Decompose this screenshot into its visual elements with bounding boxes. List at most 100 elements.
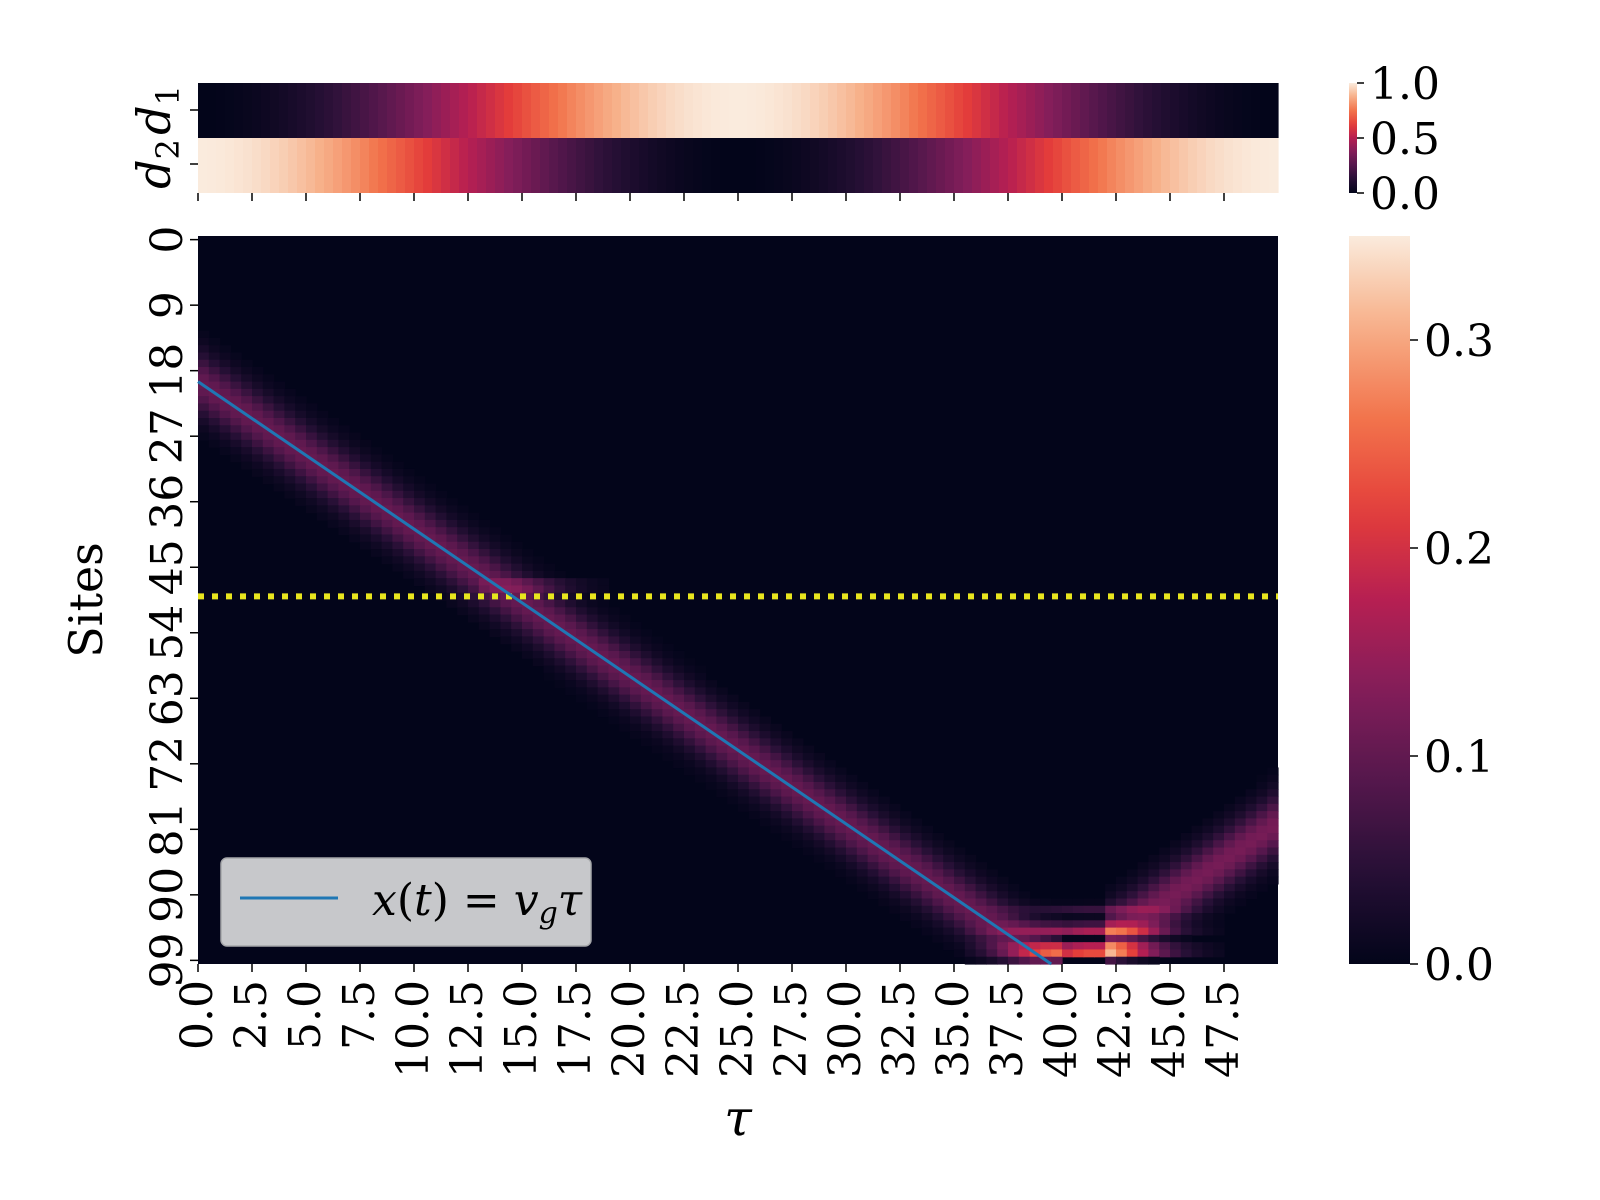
heatmap-cell (705, 687, 717, 696)
heatmap-cell (900, 854, 912, 863)
cell-d2 (423, 138, 433, 193)
heatmap-cell (824, 803, 836, 812)
heatmap-cell (273, 381, 285, 390)
cell-d1 (504, 83, 514, 138)
heatmap-cell (619, 723, 631, 732)
heatmap-cell (932, 891, 944, 900)
heatmap-cell (1148, 956, 1160, 965)
x-tick-label: 15.0 (496, 980, 547, 1078)
cell-d1 (387, 83, 397, 138)
heatmap-cell (295, 396, 307, 405)
heatmap-cell (1180, 883, 1193, 892)
heatmap-cell (370, 512, 383, 521)
heatmap-cell (813, 752, 825, 761)
heatmap-cell (738, 796, 750, 805)
cell-d2 (1071, 138, 1081, 193)
x-tick-label: 22.5 (658, 980, 709, 1078)
heatmap-cell (1256, 782, 1268, 790)
heatmap-cell (554, 672, 566, 681)
heatmap-cell (1148, 854, 1160, 863)
heatmap-cell (1148, 876, 1160, 885)
heatmap-cell (500, 585, 512, 594)
heatmap-cell (392, 549, 404, 557)
cell-d2 (1197, 138, 1207, 193)
heatmap-cell (975, 862, 987, 870)
heatmap-cell (349, 476, 361, 485)
heatmap-cell (889, 898, 901, 907)
heatmap-cell (705, 774, 717, 783)
x-tick-label: 37.5 (982, 980, 1033, 1078)
heatmap-cell (414, 498, 426, 506)
heatmap-cell (489, 578, 501, 587)
heatmap-cell (640, 643, 653, 652)
heatmap-cell (900, 869, 912, 878)
heatmap-cell (1137, 913, 1149, 921)
heatmap-cell (198, 432, 210, 441)
heatmap-cell (1234, 840, 1247, 849)
heatmap-cell (565, 614, 577, 623)
heatmap-cell (1267, 840, 1279, 849)
heatmap-cell (1245, 796, 1257, 805)
heatmap-cell (543, 600, 555, 608)
heatmap-cell (856, 876, 869, 885)
heatmap-cell (910, 913, 923, 921)
heatmap-cell (565, 650, 577, 659)
heatmap-cell (392, 527, 404, 536)
x-ticks: 0.0 2.5 5.0 7.5 10.0 12.5 15.0 17.5 20.0 22.5 25.0… (172, 964, 1249, 1078)
heatmap-cell (424, 498, 437, 506)
heatmap-cell (1159, 934, 1171, 943)
heatmap-cell (576, 607, 588, 616)
heatmap-cell (208, 367, 221, 375)
heatmap-cell (1137, 934, 1149, 943)
heatmap-cell (1202, 905, 1214, 914)
heatmap-cell (468, 592, 480, 601)
heatmap-cell (619, 680, 631, 688)
heatmap-cell (770, 782, 782, 790)
heatmap-cell (954, 905, 966, 914)
heatmap-cell (1191, 847, 1203, 856)
cell-d2 (612, 138, 622, 193)
heatmap-cell (1116, 905, 1128, 914)
heatmap-cell (1234, 796, 1247, 805)
heatmap-cell (759, 796, 771, 805)
heatmap-cell (1256, 854, 1268, 863)
heatmap-cell (716, 789, 728, 798)
heatmap-cell (1083, 934, 1095, 943)
heatmap-cell (565, 658, 577, 667)
heatmap-cell (1180, 891, 1193, 900)
heatmap-cell (684, 672, 696, 681)
heatmap-cell (198, 345, 210, 354)
main-heatmap-background (198, 236, 1278, 964)
heatmap-cell (295, 425, 307, 434)
heatmap-cell (230, 425, 242, 434)
cell-d2 (342, 138, 352, 193)
cell-d2 (1233, 138, 1243, 193)
heatmap-cell (1018, 956, 1031, 965)
cell-d2 (324, 138, 334, 193)
heatmap-cell (1008, 956, 1020, 965)
heatmap-cell (738, 731, 750, 739)
heatmap-cell (889, 825, 901, 834)
heatmap-cell (1202, 840, 1214, 849)
heatmap-cell (468, 585, 480, 594)
heatmap-cell (273, 396, 285, 405)
heatmap-cell (1062, 934, 1074, 943)
heatmap-cell (468, 541, 480, 550)
heatmap-cell (457, 556, 469, 565)
heatmap-cell (1245, 818, 1257, 827)
heatmap-cell (781, 789, 793, 798)
heatmap-cell (273, 403, 285, 412)
heatmap-cell (867, 825, 879, 834)
heatmap-cell (1072, 920, 1085, 929)
heatmap-cell (889, 811, 901, 819)
heatmap-cell (522, 592, 534, 601)
heatmap-cell (640, 701, 653, 710)
heatmap-cell (910, 862, 923, 870)
heatmap-cell (327, 490, 339, 499)
legend-box (220, 857, 592, 947)
heatmap-cell (802, 840, 815, 849)
heatmap-cell (1051, 898, 1063, 907)
heatmap-cell (446, 519, 458, 528)
cell-d1 (1116, 83, 1126, 138)
heatmap-cell (273, 418, 285, 426)
